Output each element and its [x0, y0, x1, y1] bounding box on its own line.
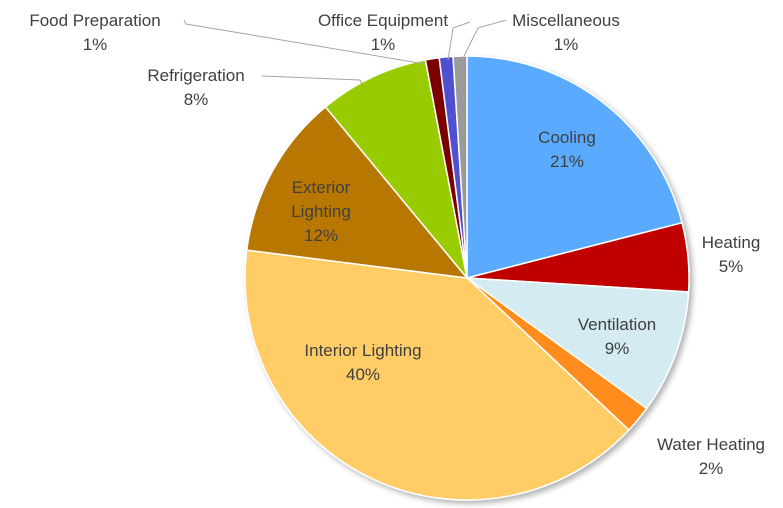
pie-slice	[244, 249, 630, 501]
pie-slice	[464, 277, 690, 410]
value-label: 1%	[82, 35, 108, 54]
leader-line	[183, 19, 426, 65]
pie-slice	[245, 105, 469, 279]
slice-label: Water Heating 2%	[657, 433, 765, 481]
category-label: Heating	[701, 233, 761, 252]
category-label: Cooling	[538, 128, 596, 147]
slice-label: Ventilation 9%	[578, 313, 656, 361]
category-label: Food Preparation	[29, 11, 161, 30]
slice-label: Heating 5%	[702, 231, 761, 279]
category-label: Exterior Lighting	[291, 178, 351, 221]
value-label: 8%	[183, 90, 209, 109]
pie-slice	[452, 55, 468, 279]
pie-slice	[466, 55, 683, 279]
value-label: 5%	[718, 257, 744, 276]
slice-label: Refrigeration 8%	[147, 64, 244, 112]
slice-label: Miscellaneous 1%	[512, 9, 620, 57]
value-label: 1%	[553, 35, 579, 54]
category-label: Office Equipment	[317, 11, 449, 30]
value-label: 40%	[345, 365, 381, 384]
category-label: Ventilation	[577, 315, 657, 334]
value-label: 1%	[370, 35, 396, 54]
value-label: 21%	[549, 152, 585, 171]
category-label: Water Heating	[656, 435, 766, 454]
value-label: 9%	[604, 339, 630, 358]
slice-label: Exterior Lighting 12%	[276, 176, 366, 248]
leader-line	[447, 21, 471, 61]
slice-label: Food Preparation 1%	[29, 9, 160, 57]
category-label: Miscellaneous	[512, 11, 620, 30]
value-label: 12%	[303, 226, 339, 245]
category-label: Interior Lighting	[304, 341, 422, 360]
slice-label: Interior Lighting 40%	[304, 339, 421, 387]
category-label: Refrigeration	[147, 66, 245, 85]
slice-label: Cooling 21%	[538, 126, 596, 174]
slice-label: Office Equipment 1%	[318, 9, 448, 57]
leader-line	[461, 19, 507, 61]
pie-slice	[324, 59, 468, 279]
value-label: 2%	[698, 459, 724, 478]
leader-line	[261, 75, 363, 85]
